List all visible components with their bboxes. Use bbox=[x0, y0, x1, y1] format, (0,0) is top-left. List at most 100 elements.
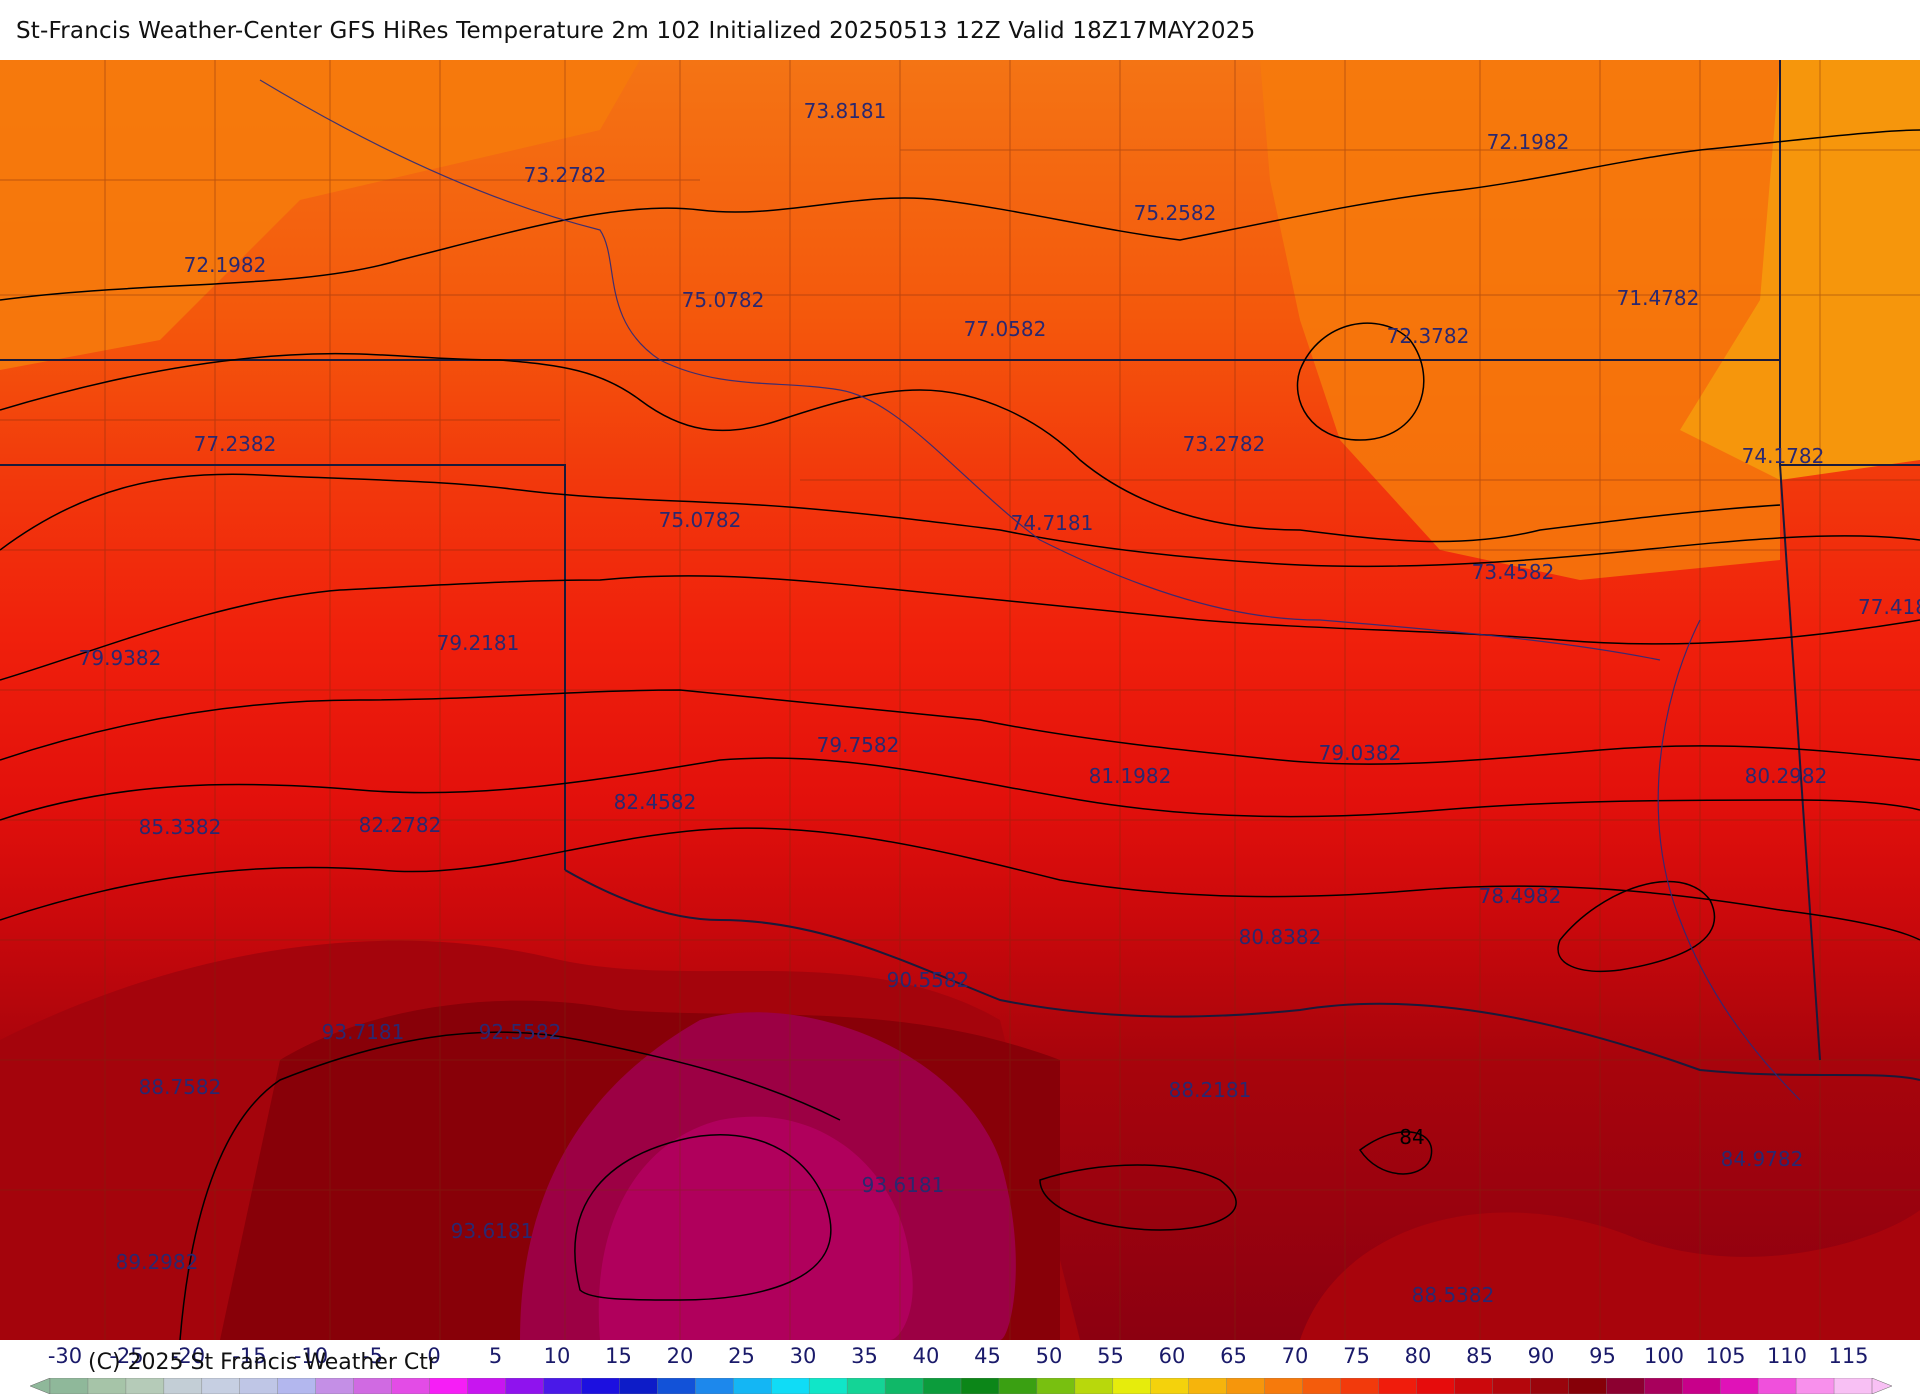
colorbar-tick-label: -25 bbox=[109, 1344, 144, 1368]
colorbar-swatch bbox=[49, 1378, 89, 1394]
temperature-value-label: 73.8181 bbox=[803, 99, 887, 123]
temperature-value-label: 93.6181 bbox=[861, 1173, 945, 1197]
cooler-zone-nw bbox=[0, 60, 640, 370]
temperature-value-label: 88.5382 bbox=[1411, 1283, 1495, 1307]
colorbar-swatch bbox=[657, 1378, 696, 1394]
hot-core-2 bbox=[598, 1116, 913, 1340]
colorbar-min-arrow bbox=[30, 1378, 51, 1394]
colorbar-tick-label: 30 bbox=[789, 1344, 817, 1368]
colorbar-swatch bbox=[619, 1378, 659, 1394]
temperature-value-label: 78.4982 bbox=[1478, 884, 1562, 908]
colorbar-tick-label: 40 bbox=[912, 1344, 940, 1368]
colorbar-swatch bbox=[846, 1378, 886, 1394]
temperature-value-label: 71.4782 bbox=[1616, 286, 1700, 310]
colorbar-swatch bbox=[1112, 1378, 1152, 1394]
colorbar-tick-label: 110 bbox=[1766, 1344, 1808, 1368]
isotherm-contours bbox=[0, 129, 1920, 1340]
colorbar-swatch bbox=[239, 1378, 279, 1394]
colorbar-swatch bbox=[201, 1378, 241, 1394]
contour-tag: 84 bbox=[1399, 1125, 1425, 1149]
temperature-value-label: 81.1982 bbox=[1088, 764, 1172, 788]
temperature-value-label: 75.0782 bbox=[681, 288, 765, 312]
colorbar-ticks: -30 -25 -20 -15 -10 -5 0 5 10 15 20 25 30 35 40 45 50 55 6… bbox=[0, 1340, 1920, 1376]
colorbar-swatch bbox=[1833, 1378, 1873, 1394]
colorbar bbox=[30, 1378, 1892, 1394]
state-borders bbox=[0, 60, 1920, 1081]
map-title: St-Francis Weather-Center GFS HiRes Temp… bbox=[16, 18, 1256, 44]
colorbar-swatch bbox=[771, 1378, 810, 1394]
county-lines bbox=[0, 60, 1920, 1340]
colorbar-swatch bbox=[315, 1378, 355, 1394]
temperature-value-label: 90.5582 bbox=[886, 968, 970, 992]
colorbar-tick-label: 95 bbox=[1589, 1344, 1616, 1368]
colorbar-swatch bbox=[429, 1378, 469, 1394]
temperature-value-label: 72.3782 bbox=[1386, 324, 1470, 348]
colorbar-swatch bbox=[163, 1378, 203, 1394]
colorbar-tick-label: 115 bbox=[1828, 1344, 1869, 1368]
temperature-value-label: 73.4582 bbox=[1471, 560, 1555, 584]
temperature-value-label: 92.5582 bbox=[478, 1020, 562, 1044]
temperature-value-label: 89.2982 bbox=[115, 1250, 199, 1274]
colorbar-swatch bbox=[125, 1378, 165, 1394]
temperature-value-label: 88.7582 bbox=[138, 1075, 222, 1099]
colorbar-tick-label: 70 bbox=[1281, 1344, 1309, 1368]
colorbar-swatch bbox=[695, 1378, 734, 1394]
colorbar-tick-label: 45 bbox=[974, 1344, 1001, 1368]
temperature-map bbox=[0, 60, 1920, 1340]
colorbar-swatch bbox=[998, 1378, 1038, 1394]
warm-zone-se bbox=[1300, 1210, 1920, 1340]
colorbar-tick-label: -20 bbox=[170, 1344, 206, 1368]
colorbar-swatch bbox=[543, 1378, 583, 1394]
colorbar-tick-label: 35 bbox=[851, 1344, 878, 1368]
colorbar-tick-label: 75 bbox=[1343, 1344, 1370, 1368]
temperature-value-label: 88.2181 bbox=[1168, 1078, 1252, 1102]
temperature-value-label: 75.0782 bbox=[658, 508, 742, 532]
cooler-zone-e bbox=[1680, 60, 1920, 480]
colorbar-tick-label: 105 bbox=[1705, 1344, 1746, 1368]
copyright-text: (C) 2025 St Francis Weather Ctr bbox=[88, 1350, 437, 1375]
colorbar-tick-label: 0 bbox=[427, 1344, 441, 1368]
colorbar-swatch bbox=[960, 1378, 1000, 1394]
colorbar-tick-label: 20 bbox=[666, 1344, 694, 1368]
temperature-value-label: 74.7181 bbox=[1010, 511, 1094, 535]
colorbar-swatch bbox=[1757, 1378, 1797, 1394]
colorbar-swatch bbox=[1416, 1378, 1456, 1394]
temperature-value-label: 72.1982 bbox=[183, 253, 267, 277]
temperature-value-label: 73.2782 bbox=[523, 163, 607, 187]
colorbar-swatch bbox=[1644, 1378, 1683, 1394]
temperature-value-label: 79.0382 bbox=[1318, 741, 1402, 765]
colorbar-tick-label: 5 bbox=[488, 1344, 503, 1368]
temperature-value-label: 77.418 bbox=[1858, 595, 1920, 619]
colorbar-max-arrow bbox=[1871, 1378, 1892, 1394]
colorbar-tick-label: -10 bbox=[293, 1344, 329, 1368]
temperature-value-label: 79.9382 bbox=[78, 646, 162, 670]
colorbar-swatch bbox=[1568, 1378, 1607, 1394]
colorbar-swatch bbox=[505, 1378, 545, 1394]
colorbar-swatch bbox=[1340, 1378, 1380, 1394]
temperature-value-label: 77.2382 bbox=[193, 432, 277, 456]
colorbar-tick-label: 65 bbox=[1220, 1344, 1247, 1368]
temperature-value-label: 85.3382 bbox=[138, 815, 222, 839]
colorbar-swatch bbox=[353, 1378, 393, 1394]
temperature-value-label: 80.2982 bbox=[1744, 764, 1828, 788]
colorbar-tick-label: 100 bbox=[1643, 1344, 1685, 1368]
temperature-value-label: 93.6181 bbox=[450, 1219, 534, 1243]
colorbar-tick-label: 25 bbox=[728, 1344, 755, 1368]
colorbar-tick-label: 60 bbox=[1158, 1344, 1186, 1368]
colorbar-swatch bbox=[1719, 1378, 1759, 1394]
temperature-value-label: 82.2782 bbox=[358, 813, 442, 837]
cooler-zone-ne bbox=[1260, 60, 1780, 580]
colorbar-tick-label: -15 bbox=[232, 1344, 267, 1368]
colorbar-swatch bbox=[1530, 1378, 1570, 1394]
colorbar-tick-label: 50 bbox=[1035, 1344, 1063, 1368]
colorbar-swatch bbox=[1150, 1378, 1190, 1394]
river-lines bbox=[259, 79, 1801, 1101]
temperature-value-label: 77.0582 bbox=[963, 317, 1047, 341]
colorbar-swatch bbox=[884, 1378, 924, 1394]
colorbar-swatch bbox=[581, 1378, 621, 1394]
colorbar-swatch bbox=[1302, 1378, 1342, 1394]
colorbar-swatch bbox=[808, 1378, 848, 1394]
colorbar-swatch bbox=[277, 1378, 317, 1394]
temperature-value-label: 79.2181 bbox=[436, 631, 520, 655]
temperature-value-label: 82.4582 bbox=[613, 790, 697, 814]
